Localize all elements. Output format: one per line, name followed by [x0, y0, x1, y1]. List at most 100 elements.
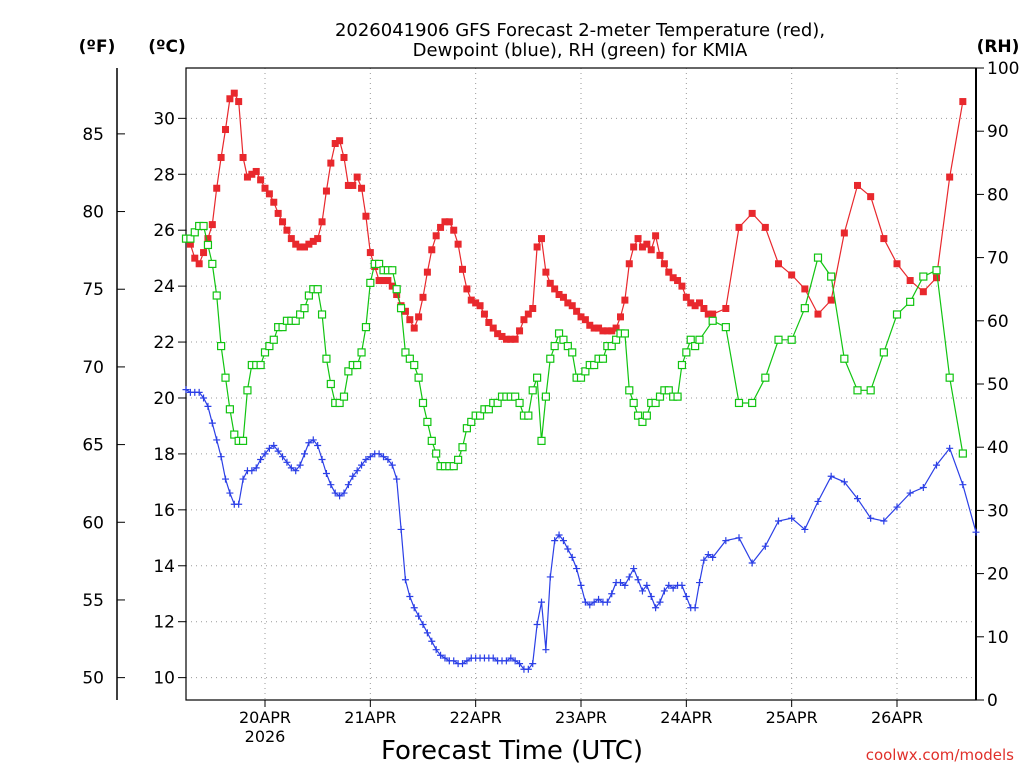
temperature-point	[213, 184, 221, 192]
temperature-point	[599, 327, 607, 335]
temperature-point	[217, 153, 225, 161]
temperature-point	[827, 296, 835, 304]
x-axis-title: Forecast Time (UTC)	[381, 736, 643, 766]
temperature-point	[459, 265, 466, 273]
temperature-series	[182, 89, 967, 343]
dewpoint-point	[696, 579, 703, 587]
celsius-tick-label: 30	[153, 109, 175, 129]
dewpoint-point	[353, 467, 361, 475]
chart-title-line2: Dewpoint (blue), RH (green) for KMIA	[413, 40, 748, 61]
rh-point	[761, 373, 770, 382]
temperature-point	[643, 240, 651, 248]
dewpoint-point	[700, 556, 708, 564]
dewpoint-point	[336, 492, 344, 500]
temperature-point	[274, 209, 282, 217]
temperature-point	[204, 235, 212, 243]
dewpoint-point	[349, 472, 357, 480]
temperature-point	[959, 98, 967, 106]
rh-unit-label: (RH)	[977, 37, 1020, 57]
data-series	[181, 89, 980, 673]
temperature-point	[393, 291, 401, 299]
rh-point	[598, 354, 608, 363]
dewpoint-point	[709, 553, 717, 561]
dewpoint-point	[208, 419, 216, 427]
temperature-point	[419, 293, 427, 301]
temperature-point	[647, 246, 655, 254]
dewpoint-point	[656, 598, 664, 606]
temperature-point	[665, 268, 673, 276]
rh-point	[840, 354, 849, 363]
dewpoint-point	[279, 453, 287, 461]
temperature-point	[344, 181, 352, 189]
dewpoint-point	[608, 590, 616, 598]
dewpoint-point	[432, 646, 440, 654]
rh-point	[524, 411, 533, 420]
rh-point	[827, 272, 836, 281]
rh-point	[568, 348, 577, 357]
rh-point	[375, 259, 384, 269]
temperature-point	[638, 243, 646, 251]
dewpoint-point	[314, 442, 322, 450]
rh-point	[410, 360, 419, 370]
plot-gridlines	[186, 68, 976, 700]
temperature-point	[590, 324, 598, 332]
time-tick-label: 22APR	[450, 708, 502, 727]
rh-point	[664, 386, 673, 395]
temperature-point	[489, 324, 497, 332]
rh-point	[537, 436, 546, 445]
dewpoint-point	[788, 514, 796, 522]
temperature-point	[336, 137, 344, 145]
rh-point	[774, 335, 783, 344]
dewpoint-point	[393, 475, 401, 483]
rh-point	[581, 367, 590, 376]
rh-point	[620, 329, 629, 338]
temperature-point	[375, 277, 383, 285]
temperature-point	[621, 296, 629, 304]
dewpoint-point	[801, 525, 809, 533]
rh-point	[655, 392, 665, 401]
dewpoint-point	[489, 654, 497, 662]
rh-point	[353, 360, 362, 370]
temperature-point	[568, 302, 576, 310]
dewpoint-point	[704, 551, 712, 559]
time-tick-year-label: 2026	[245, 727, 286, 746]
rh-point	[550, 341, 559, 351]
temperature-point	[814, 310, 822, 318]
dewpoint-point	[972, 528, 980, 536]
temperature-point	[682, 293, 690, 301]
rh-point	[396, 304, 406, 313]
rh-point	[427, 436, 436, 445]
rh-tick-label: 10	[987, 628, 1009, 648]
temperature-point	[696, 299, 703, 307]
temperature-point	[239, 153, 247, 161]
dewpoint-point	[261, 450, 269, 458]
dewpoint-point	[959, 481, 967, 489]
temperature-point	[595, 324, 603, 332]
celsius-tick-label: 18	[153, 445, 175, 465]
temperature-point	[893, 260, 901, 268]
rh-axis: 0 10 20 30 40 50 60 70 80 90 100	[976, 59, 1019, 711]
rh-series	[181, 221, 967, 471]
rh-point	[401, 348, 410, 357]
temperature-point	[586, 321, 594, 329]
rh-point	[475, 411, 485, 420]
temperature-point	[454, 240, 462, 248]
temperature-point	[349, 181, 357, 189]
rh-point	[958, 449, 967, 458]
dewpoint-point	[933, 461, 940, 469]
rh-point	[212, 291, 221, 300]
rh-point	[493, 398, 502, 408]
dewpoint-point	[239, 475, 247, 483]
rh-point	[590, 360, 599, 370]
temperature-point	[472, 299, 480, 307]
fahrenheit-unit-label: (ºF)	[79, 37, 116, 57]
dewpoint-point	[586, 601, 594, 609]
rh-point	[642, 411, 651, 420]
fahrenheit-tick-label: 85	[82, 125, 104, 145]
rh-tick-label: 70	[987, 249, 1009, 269]
temperature-point	[384, 277, 392, 285]
time-tick-label: 23APR	[555, 708, 607, 727]
temperature-point	[222, 126, 229, 134]
dewpoint-point	[643, 581, 651, 589]
temperature-point	[287, 235, 295, 243]
